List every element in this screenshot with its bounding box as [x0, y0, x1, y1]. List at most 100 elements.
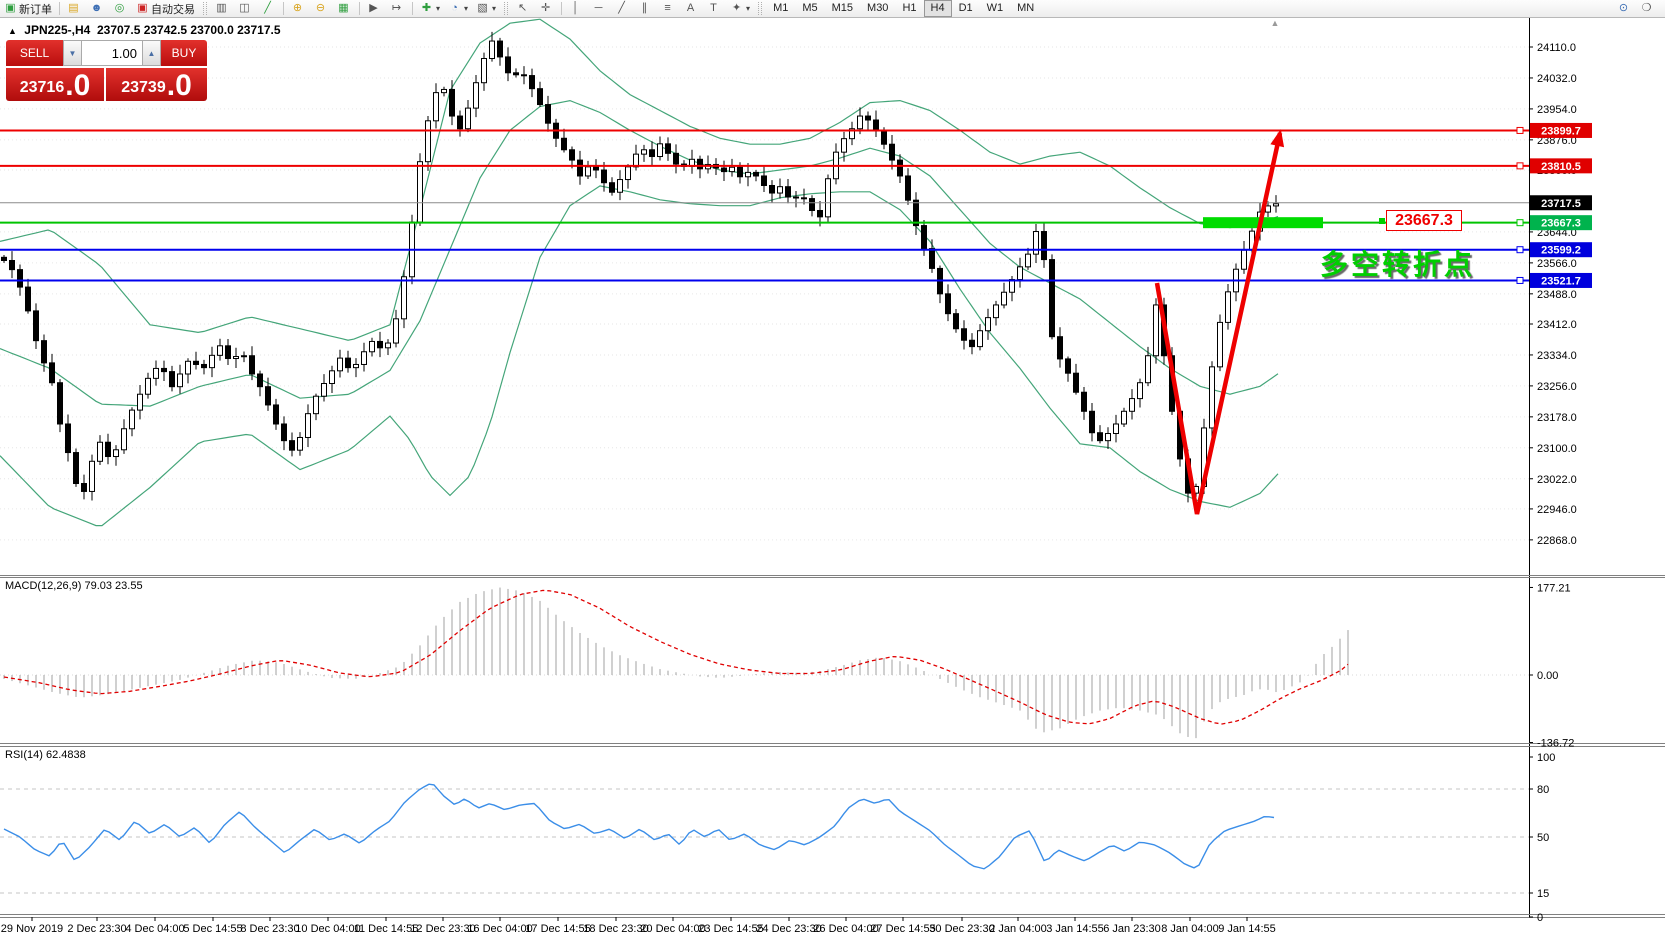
zoom-out-button[interactable]: ⊖ — [310, 1, 333, 16]
bar-chart-icon: ▥ — [216, 2, 227, 14]
toolbar-grip — [504, 2, 509, 15]
svg-text:0: 0 — [1537, 912, 1543, 924]
chevron-down-icon: ▾ — [492, 4, 497, 13]
time-axis[interactable]: 29 Nov 2019 2 Dec 23:304 Dec 04:005 Dec 1… — [1, 917, 1276, 935]
axis-price-tag — [1530, 215, 1592, 231]
volume-increase-button[interactable]: ▲ — [142, 40, 161, 66]
chevron-down-icon: ▾ — [746, 4, 751, 13]
volume-input[interactable]: 1.00 — [82, 40, 142, 66]
tab-m1[interactable]: M1 — [773, 2, 789, 14]
line-handle[interactable] — [1516, 219, 1524, 227]
axis-price-tag — [1530, 158, 1592, 174]
crosshair-icon: ✛ — [540, 2, 551, 14]
macd-signal-line — [3, 589, 1349, 725]
auto-trading-button[interactable]: ▣ 自动交易 — [132, 1, 199, 16]
new-order-button[interactable]: ▣ 新订单 — [0, 1, 56, 16]
axis-price-tag — [1530, 242, 1592, 258]
svg-text:22946.0: 22946.0 — [1537, 504, 1577, 516]
zoom-in-button[interactable]: ⊕ — [287, 1, 310, 16]
svg-text:26 Dec 04:00: 26 Dec 04:00 — [813, 923, 878, 935]
search-button[interactable]: ⊙ — [1613, 1, 1636, 16]
sell-button[interactable]: SELL — [6, 40, 63, 66]
line-handle[interactable] — [1516, 162, 1524, 170]
cursor-button[interactable]: ↖ — [512, 1, 535, 16]
crosshair-button[interactable]: ✛ — [535, 1, 558, 16]
periods-button[interactable]: ◔ ▾ — [444, 1, 472, 16]
text-button[interactable]: A — [680, 1, 703, 16]
price-level-label[interactable]: 23667.3 — [1386, 210, 1462, 231]
horizontal-line-icon: ─ — [594, 2, 603, 14]
trendline-icon: ╱ — [618, 2, 625, 14]
rsi-line — [3, 783, 1275, 870]
svg-text:24 Dec 23:30: 24 Dec 23:30 — [756, 923, 821, 935]
svg-text:15: 15 — [1537, 888, 1549, 900]
symbol-name: JPN225-,H4 — [24, 23, 91, 37]
svg-text:23022.0: 23022.0 — [1537, 474, 1577, 486]
buy-button[interactable]: BUY — [161, 40, 207, 66]
tab-w1[interactable]: W1 — [986, 2, 1004, 14]
turning-point-annotation[interactable]: 多空转折点 — [1320, 249, 1476, 280]
community-chat-button[interactable]: ❍ — [1636, 1, 1659, 16]
volume-decrease-button[interactable]: ▼ — [63, 40, 82, 66]
tab-mn[interactable]: MN — [1017, 2, 1035, 14]
line-chart-button[interactable]: ╱ — [257, 1, 280, 16]
tab-d1[interactable]: D1 — [958, 2, 973, 14]
level-highlight-rect[interactable] — [1203, 217, 1323, 229]
signals-button[interactable]: ◎ — [109, 1, 132, 16]
svg-text:9 Jan 14:55: 9 Jan 14:55 — [1218, 923, 1276, 935]
macd-pane[interactable]: 177.21 0.00 -136.72 — [0, 582, 1574, 750]
tab-h1[interactable]: H1 — [902, 2, 917, 14]
candlestick-button[interactable]: ◫ — [234, 1, 257, 16]
tab-m30[interactable]: M30 — [867, 2, 889, 14]
new-order-icon: ▣ — [5, 2, 16, 14]
symbol-arrow-icon: ▲ — [8, 26, 17, 36]
svg-text:29 Nov 2019: 29 Nov 2019 — [1, 923, 63, 935]
tab-m15[interactable]: M15 — [831, 2, 854, 14]
svg-text:177.21: 177.21 — [1537, 582, 1571, 594]
svg-text:2 Jan 04:00: 2 Jan 04:00 — [989, 923, 1047, 935]
indicators-button[interactable]: ✚ ▾ — [416, 1, 444, 16]
separator — [59, 2, 60, 15]
collapse-panel-icon[interactable]: ▲ — [1270, 18, 1280, 28]
text-label-button[interactable]: T — [703, 1, 726, 16]
buy-price-button[interactable]: 23739.0 — [106, 68, 207, 101]
price-axis[interactable]: 24110.024032.023954.023876.023800.023644… — [1529, 17, 1592, 917]
templates-button[interactable]: ▧ ▾ — [472, 1, 500, 16]
sell-price-button[interactable]: 23716.0 — [6, 68, 104, 101]
horizontal-line-button[interactable]: ─ — [588, 1, 611, 16]
fibonacci-button[interactable]: ≡ — [657, 1, 680, 16]
svg-text:2 Dec 23:30: 2 Dec 23:30 — [67, 923, 126, 935]
profile-button[interactable]: ☻ — [86, 1, 109, 16]
trendline-button[interactable]: ╱ — [611, 1, 634, 16]
market-watch-button[interactable]: ▤ — [63, 1, 86, 16]
tile-windows-button[interactable]: ▦ — [333, 1, 356, 16]
bollinger-band — [0, 18, 1279, 341]
search-icon: ⊙ — [1618, 2, 1629, 14]
rsi-pane[interactable]: 100 80 50 15 0 — [0, 752, 1555, 924]
main-price-pane[interactable] — [0, 18, 1529, 541]
tab-h4[interactable]: H4 — [923, 0, 952, 17]
candlestick-series — [1, 31, 1279, 503]
tab-m5[interactable]: M5 — [802, 2, 818, 14]
chart-shift-button[interactable]: ↦ — [386, 1, 409, 16]
one-click-trading-panel: SELL ▼ 1.00 ▲ BUY 23716.0 23739.0 — [6, 40, 207, 101]
svg-text:4 Dec 04:00: 4 Dec 04:00 — [125, 923, 184, 935]
auto-scroll-button[interactable]: ▶ — [363, 1, 386, 16]
bar-chart-button[interactable]: ▥ — [211, 1, 234, 16]
cursor-icon: ↖ — [517, 2, 528, 14]
trend-arrow[interactable] — [1154, 129, 1285, 515]
arrows-button[interactable]: ✦ ▾ — [726, 1, 754, 16]
svg-text:5 Dec 14:55: 5 Dec 14:55 — [183, 923, 242, 935]
vertical-line-button[interactable]: │ — [565, 1, 588, 16]
line-handle[interactable] — [1516, 276, 1524, 284]
template-icon: ▧ — [477, 2, 488, 14]
line-handle[interactable] — [1516, 126, 1524, 134]
svg-text:18 Dec 23:30: 18 Dec 23:30 — [583, 923, 648, 935]
line-handle[interactable] — [1516, 246, 1524, 254]
price-label-handle[interactable] — [1379, 218, 1385, 224]
channel-button[interactable]: ∥ — [634, 1, 657, 16]
auto-scroll-icon: ▶ — [369, 2, 378, 14]
vertical-line-icon: │ — [572, 2, 579, 14]
zoom-in-icon: ⊕ — [292, 2, 303, 14]
